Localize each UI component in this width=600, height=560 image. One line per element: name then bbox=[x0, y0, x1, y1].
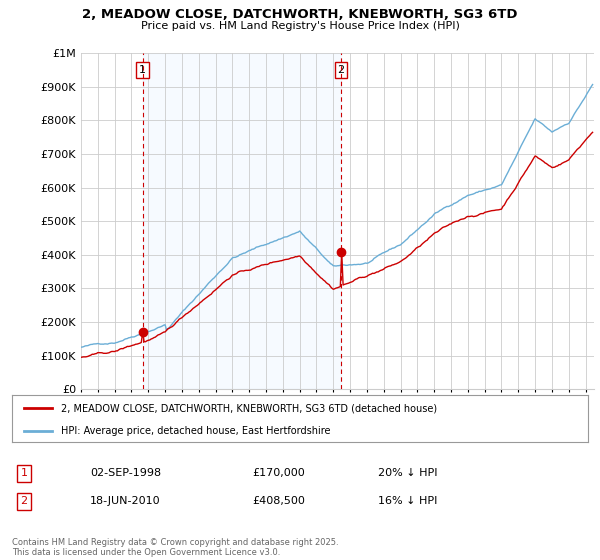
Text: 16% ↓ HPI: 16% ↓ HPI bbox=[378, 496, 437, 506]
Bar bbox=[143, 53, 341, 389]
Text: £170,000: £170,000 bbox=[252, 468, 305, 478]
Text: 1: 1 bbox=[139, 65, 146, 75]
Text: 18-JUN-2010: 18-JUN-2010 bbox=[90, 496, 161, 506]
Text: Price paid vs. HM Land Registry's House Price Index (HPI): Price paid vs. HM Land Registry's House … bbox=[140, 21, 460, 31]
Text: 2: 2 bbox=[20, 496, 28, 506]
Text: HPI: Average price, detached house, East Hertfordshire: HPI: Average price, detached house, East… bbox=[61, 426, 331, 436]
Text: 02-SEP-1998: 02-SEP-1998 bbox=[90, 468, 161, 478]
Text: £408,500: £408,500 bbox=[252, 496, 305, 506]
Text: 2: 2 bbox=[337, 65, 344, 75]
Text: 20% ↓ HPI: 20% ↓ HPI bbox=[378, 468, 437, 478]
Text: 2, MEADOW CLOSE, DATCHWORTH, KNEBWORTH, SG3 6TD: 2, MEADOW CLOSE, DATCHWORTH, KNEBWORTH, … bbox=[82, 8, 518, 21]
Text: Contains HM Land Registry data © Crown copyright and database right 2025.
This d: Contains HM Land Registry data © Crown c… bbox=[12, 538, 338, 557]
Text: 2, MEADOW CLOSE, DATCHWORTH, KNEBWORTH, SG3 6TD (detached house): 2, MEADOW CLOSE, DATCHWORTH, KNEBWORTH, … bbox=[61, 403, 437, 413]
Text: 1: 1 bbox=[20, 468, 28, 478]
